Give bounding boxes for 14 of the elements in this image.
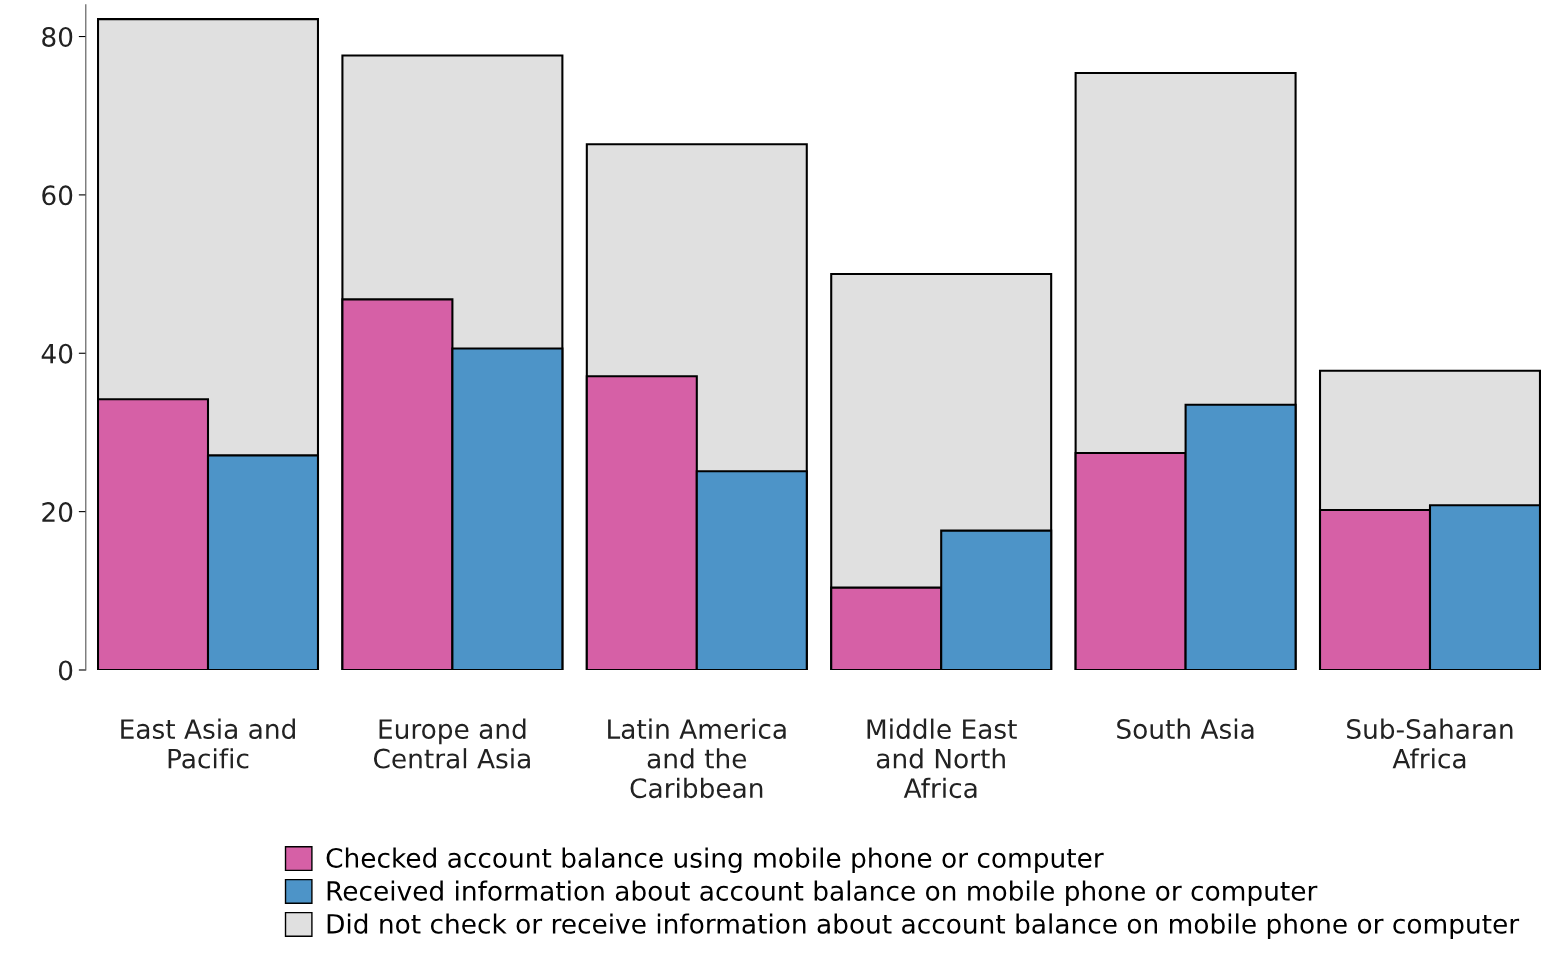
legend-label: Received information about account balance on mobile phone or computer: [327, 880, 1318, 906]
y-tick-label: 80: [42, 26, 73, 47]
y-tick-label: 40: [41, 343, 73, 364]
legend-label: Did not check or receive information about account balance on mobile phone or computer: [327, 913, 1520, 939]
x-tick-label: Europe and Central Asia: [373, 718, 530, 769]
y-tick-label: 60: [42, 185, 73, 206]
x-tick-label: Latin America and the Caribbean: [608, 718, 786, 799]
x-tick-label: South Asia: [1117, 718, 1254, 740]
x-tick-label: Middle East and North Africa: [867, 718, 1017, 799]
y-tick-label: 0: [58, 660, 73, 681]
legend-label: Checked account balance using mobile phone or computer: [326, 847, 1104, 874]
x-tick-label: Sub-Saharan Africa: [1347, 718, 1513, 769]
y-tick-label: 20: [42, 502, 73, 523]
x-tick-label: East Asia and Pacific: [121, 718, 295, 769]
